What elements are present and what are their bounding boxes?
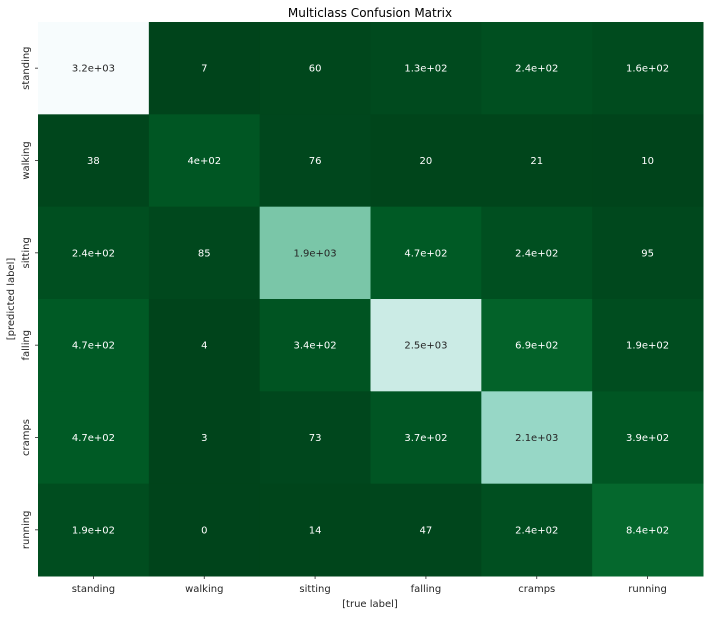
heatmap-cell-label: 2.4e+02: [515, 64, 558, 75]
y-tick-label: cramps: [21, 419, 32, 456]
heatmap-cell-label: 3.2e+03: [72, 64, 115, 75]
heatmap-cell-standing-walking: [148, 22, 261, 115]
heatmap-cell-label: 85: [198, 248, 211, 259]
x-tick-label: cramps: [518, 584, 555, 595]
heatmap-cell-walking-cramps: [481, 114, 593, 208]
y-axis-ticks: standing walking sitting falling cramps runni…: [21, 46, 38, 549]
heatmap-cell-label: 3.9e+02: [626, 433, 669, 444]
heatmap-cell-label: 2.5e+03: [404, 341, 447, 352]
x-tick-label: falling: [411, 584, 442, 595]
x-axis-ticks: standing walking sitting falling cramps runni…: [72, 576, 667, 595]
heatmap-cell-sitting-falling: [370, 206, 482, 300]
heatmap-cell-cramps-falling: [370, 391, 482, 485]
y-tick-label: standing: [21, 46, 32, 89]
heatmap-cell-standing-cramps: [481, 22, 593, 115]
heatmap-cell-label: 4e+02: [187, 156, 221, 167]
chart-title: Multiclass Confusion Matrix: [288, 6, 452, 20]
heatmap-cell-running-falling: [370, 483, 482, 577]
y-axis-title: [predicted label]: [6, 258, 17, 341]
heatmap-cell-falling-sitting: [259, 299, 371, 392]
y-tick-label: walking: [21, 141, 32, 179]
heatmap-cell-cramps-walking: [148, 391, 261, 485]
heatmap-cell-sitting-running: [592, 206, 704, 300]
heatmap-cell-label: 7: [201, 64, 207, 75]
heatmap-cell-cramps-sitting: [259, 391, 371, 485]
heatmap-cell-label: 1.9e+02: [72, 525, 115, 536]
heatmap-cell-sitting-standing: [38, 206, 150, 300]
heatmap-cell-label: 1.3e+02: [404, 64, 447, 75]
heatmap-cell-sitting-cramps: [481, 206, 593, 300]
x-axis-title: [true label]: [342, 599, 398, 610]
heatmap-cell-label: 8.4e+02: [626, 525, 669, 536]
heatmap-cell-sitting-walking: [148, 206, 261, 300]
heatmap-cell-falling-standing: [38, 299, 150, 392]
heatmap-cell-label: 0: [201, 525, 207, 536]
x-tick-label: sitting: [299, 584, 330, 595]
heatmap-cell-falling-running: [592, 299, 704, 392]
heatmap-cell-label: 2.4e+02: [72, 248, 115, 259]
heatmap-cells: [38, 22, 704, 577]
heatmap-cell-running-sitting: [259, 483, 371, 577]
heatmap-cell-falling-walking: [148, 299, 261, 392]
heatmap-cell-cramps-cramps: [481, 391, 593, 485]
heatmap-cell-label: 47: [420, 525, 433, 536]
heatmap-cell-label: 4: [201, 341, 207, 352]
heatmap-cell-label: 38: [87, 156, 100, 167]
heatmap-cell-cramps-standing: [38, 391, 150, 485]
heatmap-cell-label: 4.7e+02: [404, 248, 447, 259]
heatmap-cell-label: 60: [309, 64, 322, 75]
heatmap-cell-label: 3.7e+02: [404, 433, 447, 444]
heatmap-cell-walking-falling: [370, 114, 482, 208]
heatmap-cell-standing-falling: [370, 22, 482, 115]
heatmap-cell-walking-sitting: [259, 114, 371, 208]
y-tick-label: running: [21, 511, 32, 550]
heatmap-cell-label: 6.9e+02: [515, 341, 558, 352]
heatmap-cell-label: 76: [309, 156, 322, 167]
heatmap-cell-sitting-sitting: [259, 206, 371, 300]
heatmap-cell-falling-falling: [370, 299, 482, 392]
heatmap-cell-label: 1.9e+03: [293, 248, 336, 259]
heatmap-cell-label: 95: [641, 248, 654, 259]
heatmap-cell-label: 14: [309, 525, 322, 536]
x-tick-label: running: [628, 584, 667, 595]
heatmap-cell-walking-standing: [38, 114, 150, 208]
heatmap-cell-standing-sitting: [259, 22, 371, 115]
heatmap-cell-label: 1.9e+02: [626, 341, 669, 352]
heatmap-cell-label: 2.4e+02: [515, 248, 558, 259]
heatmap-cell-label: 3: [201, 433, 207, 444]
heatmap-cell-running-cramps: [481, 483, 593, 577]
heatmap-cell-falling-cramps: [481, 299, 593, 392]
heatmap-cell-walking-walking: [148, 114, 261, 208]
heatmap-cell-cramps-running: [592, 391, 704, 485]
heatmap-cell-label: 21: [530, 156, 543, 167]
heatmap-cell-label: 2.1e+03: [515, 433, 558, 444]
heatmap-cell-label: 10: [641, 156, 654, 167]
heatmap-cell-label: 20: [420, 156, 433, 167]
x-tick-label: walking: [185, 584, 223, 595]
heatmap-cell-label: 4.7e+02: [72, 341, 115, 352]
heatmap-cell-standing-running: [592, 22, 704, 115]
y-tick-label: falling: [21, 330, 32, 361]
heatmap-cell-label: 73: [309, 433, 322, 444]
heatmap-cell-running-walking: [148, 483, 261, 577]
y-tick-label: sitting: [21, 237, 32, 268]
heatmap-cell-label: 3.4e+02: [293, 341, 336, 352]
heatmap-cell-label: 4.7e+02: [72, 433, 115, 444]
heatmap-cell-running-running: [592, 483, 704, 577]
heatmap-cell-walking-running: [592, 114, 704, 208]
heatmap-cell-label: 1.6e+02: [626, 64, 669, 75]
heatmap-cell-standing-standing: [38, 22, 150, 115]
heatmap-cell-running-standing: [38, 483, 150, 577]
heatmap-cell-label: 2.4e+02: [515, 525, 558, 536]
x-tick-label: standing: [72, 584, 115, 595]
